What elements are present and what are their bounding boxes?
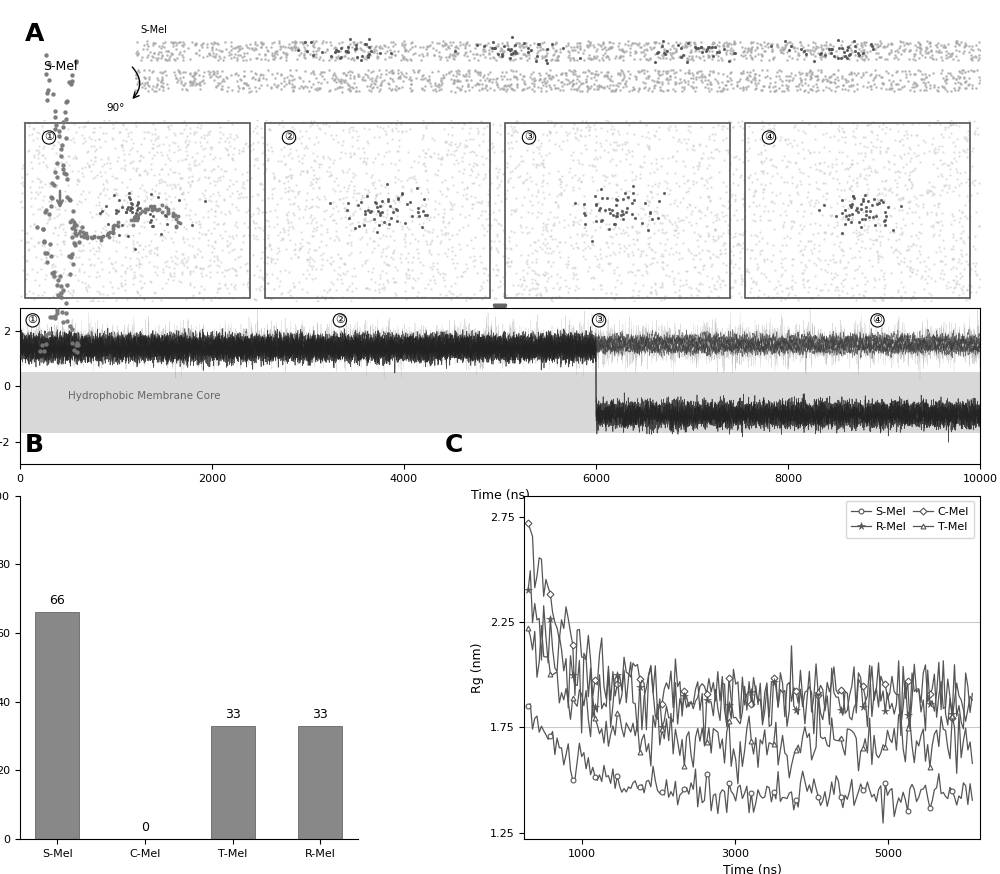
T-Mel xyxy=(643,739,655,749)
S-Mel xyxy=(966,795,978,806)
S-Mel xyxy=(522,701,534,711)
Text: 33: 33 xyxy=(225,708,241,720)
S-Mel xyxy=(542,734,554,745)
R-Mel xyxy=(551,666,563,676)
Text: 66: 66 xyxy=(49,594,65,607)
R-Mel xyxy=(607,700,619,711)
Text: ①: ① xyxy=(28,316,38,325)
X-axis label: Time (ns): Time (ns) xyxy=(723,864,782,874)
C-Mel xyxy=(522,517,534,528)
T-Mel xyxy=(732,779,744,789)
Bar xyxy=(211,725,255,839)
S-Mel xyxy=(607,764,619,774)
X-axis label: Time (ns): Time (ns) xyxy=(471,489,529,503)
Text: ④: ④ xyxy=(764,133,774,142)
Bar xyxy=(35,613,79,839)
T-Mel xyxy=(542,650,554,661)
T-Mel xyxy=(966,758,978,768)
Text: ①: ① xyxy=(44,133,54,142)
S-Mel xyxy=(877,818,889,829)
T-Mel xyxy=(551,667,563,677)
T-Mel xyxy=(535,621,547,631)
Text: C: C xyxy=(445,433,463,456)
Text: ④: ④ xyxy=(872,316,882,325)
R-Mel xyxy=(542,657,554,668)
C-Mel xyxy=(931,712,943,723)
Text: ③: ③ xyxy=(594,316,604,325)
S-Mel xyxy=(933,768,945,779)
R-Mel xyxy=(966,688,978,698)
S-Mel xyxy=(643,775,655,786)
R-Mel xyxy=(524,565,536,576)
Text: ②: ② xyxy=(284,133,294,142)
R-Mel xyxy=(933,657,945,668)
C-Mel xyxy=(946,713,958,724)
T-Mel xyxy=(933,741,945,752)
Text: 0: 0 xyxy=(141,821,149,834)
Text: 90°: 90° xyxy=(107,103,125,113)
Line: C-Mel: C-Mel xyxy=(526,521,975,738)
R-Mel xyxy=(948,660,960,670)
C-Mel xyxy=(605,695,617,705)
Text: B: B xyxy=(25,433,44,456)
R-Mel xyxy=(643,670,655,681)
R-Mel xyxy=(522,586,534,596)
Line: T-Mel: T-Mel xyxy=(526,623,975,787)
T-Mel xyxy=(607,720,619,731)
Legend: S-Mel, R-Mel, C-Mel, T-Mel: S-Mel, R-Mel, C-Mel, T-Mel xyxy=(846,501,974,538)
Text: Hydrophobic Membrane Core: Hydrophobic Membrane Core xyxy=(68,391,220,400)
Line: R-Mel: R-Mel xyxy=(524,567,976,750)
Text: A: A xyxy=(25,22,44,45)
T-Mel xyxy=(522,623,534,634)
C-Mel xyxy=(540,574,552,585)
Text: ②: ② xyxy=(335,316,345,325)
C-Mel xyxy=(549,617,561,628)
Text: S-Mel: S-Mel xyxy=(140,24,167,35)
R-Mel xyxy=(698,741,710,752)
S-Mel xyxy=(551,732,563,743)
Bar xyxy=(298,725,342,839)
C-Mel xyxy=(966,695,978,705)
Text: 33: 33 xyxy=(312,708,328,720)
Bar xyxy=(20,372,980,434)
S-Mel xyxy=(524,698,536,709)
Line: S-Mel: S-Mel xyxy=(526,701,975,825)
C-Mel xyxy=(640,683,652,693)
T-Mel xyxy=(948,722,960,732)
Y-axis label: Rg (nm): Rg (nm) xyxy=(471,642,484,692)
C-Mel xyxy=(895,731,907,741)
Text: ③: ③ xyxy=(524,133,534,142)
S-Mel xyxy=(948,792,960,802)
Text: S-Mel: S-Mel xyxy=(43,60,77,73)
